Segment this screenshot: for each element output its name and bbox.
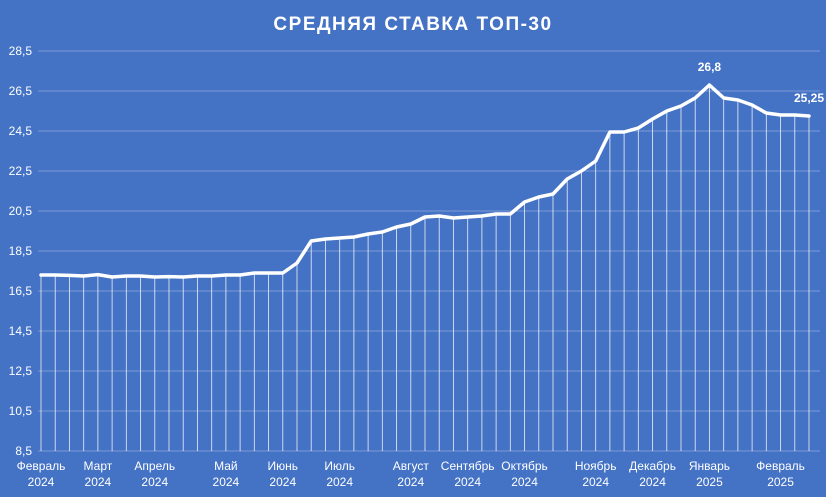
- x-tick-month: Декабрь: [629, 459, 676, 473]
- x-tick-month: Октябрь: [501, 459, 548, 473]
- x-tick-month: Март: [84, 459, 113, 473]
- y-tick-label: 28,5: [9, 44, 33, 58]
- x-axis-ticks: Февраль 2024 Март 2024 Апрель 2024 Май 2024 Июнь…: [17, 459, 805, 489]
- data-labels: 26,8 25,25: [698, 60, 825, 105]
- x-tick-year: 2024: [85, 475, 112, 489]
- x-tick-year: 2024: [141, 475, 168, 489]
- x-tick-year: 2024: [326, 475, 353, 489]
- y-tick-label: 18,5: [9, 244, 33, 258]
- y-tick-label: 14,5: [9, 324, 33, 338]
- x-tick-month: Июль: [324, 459, 355, 473]
- x-tick-year: 2025: [767, 475, 794, 489]
- x-tick-month: Май: [214, 459, 238, 473]
- x-tick-year: 2024: [454, 475, 481, 489]
- y-axis-ticks: 8,5 10,5 12,5 14,5 16,5 18,5 20,5 22,5 24,5 26,5 2…: [9, 44, 33, 458]
- chart-title: СРЕДНЯЯ СТАВКА ТОП-30: [273, 14, 552, 35]
- x-tick-month: Февраль: [17, 459, 66, 473]
- gridlines: [38, 50, 820, 452]
- y-tick-label: 22,5: [9, 164, 33, 178]
- x-tick-month: Январь: [689, 459, 730, 473]
- y-tick-label: 26,5: [9, 84, 33, 98]
- y-tick-label: 20,5: [9, 204, 33, 218]
- x-tick-year: 2024: [582, 475, 609, 489]
- y-tick-label: 24,5: [9, 124, 33, 138]
- data-label: 26,8: [698, 60, 722, 74]
- x-tick-year: 2024: [639, 475, 666, 489]
- drop-lines: [40, 85, 810, 451]
- x-tick-month: Февраль: [756, 459, 805, 473]
- y-tick-label: 8,5: [15, 444, 32, 458]
- x-tick-month: Сентябрь: [441, 459, 495, 473]
- x-tick-year: 2024: [269, 475, 296, 489]
- series-line-layer: [39, 83, 811, 279]
- series-line: [39, 83, 811, 279]
- x-tick-year: 2024: [28, 475, 55, 489]
- x-tick-month: Апрель: [134, 459, 175, 473]
- y-tick-label: 12,5: [9, 364, 33, 378]
- x-tick-month: Август: [393, 459, 430, 473]
- x-tick-month: Июнь: [268, 459, 299, 473]
- y-tick-label: 16,5: [9, 284, 33, 298]
- x-tick-month: Ноябрь: [575, 459, 617, 473]
- x-tick-year: 2024: [511, 475, 538, 489]
- x-tick-year: 2024: [213, 475, 240, 489]
- y-tick-label: 10,5: [9, 404, 33, 418]
- data-label: 25,25: [794, 91, 824, 105]
- x-tick-year: 2024: [397, 475, 424, 489]
- x-tick-year: 2025: [696, 475, 723, 489]
